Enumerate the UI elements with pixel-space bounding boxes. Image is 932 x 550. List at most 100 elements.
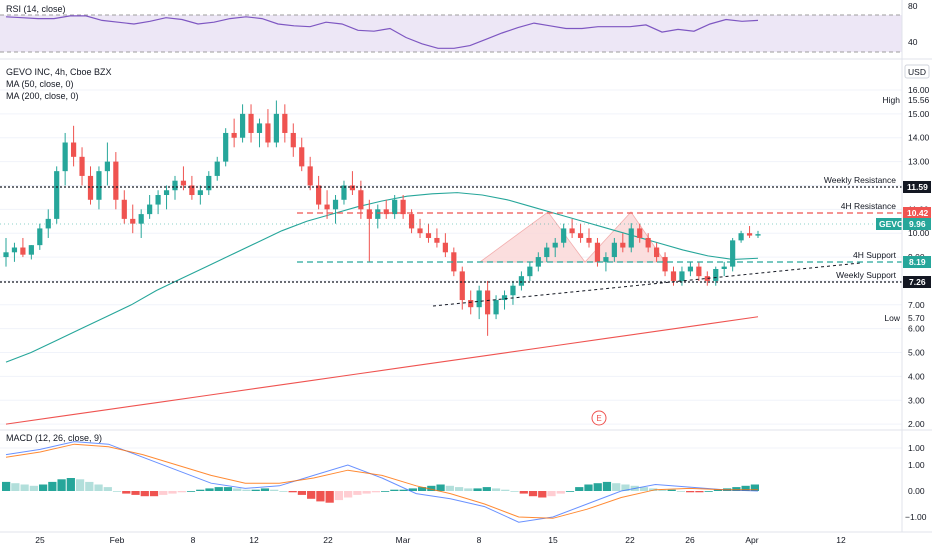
candle-body [138, 214, 144, 224]
macd-bar [639, 487, 649, 491]
macd-bar [732, 487, 741, 491]
weekly-resistance-tag [903, 181, 931, 193]
candle-body [637, 228, 643, 238]
macd-bar [417, 487, 427, 491]
candle-body [62, 142, 68, 172]
candle-body [594, 242, 601, 262]
macd-tick-neg1: −1.00 [905, 512, 927, 522]
candle-body [493, 300, 499, 315]
macd-tick-1: 1.00 [908, 460, 925, 470]
candle-body [730, 240, 736, 267]
4h-resistance-tag [903, 207, 931, 219]
candle-body [392, 199, 398, 215]
macd-bar [658, 489, 667, 491]
candle-body [299, 147, 305, 167]
price-tick: 3.00 [908, 395, 925, 405]
price-tick: 1.00 [908, 443, 925, 453]
macd-bar [547, 491, 556, 497]
macd-bar [297, 491, 307, 495]
macd-bar [454, 487, 464, 491]
time-tick: 26 [685, 535, 695, 545]
candle-body [87, 175, 94, 200]
candle-body [307, 166, 313, 186]
candle-body [628, 228, 634, 248]
candle-body [214, 161, 220, 176]
4h-support-tag [903, 256, 931, 268]
symbol-legend[interactable]: GEVO INC, 4h, Cboe BZX [6, 67, 112, 77]
candle-body [70, 142, 77, 157]
candle-body [611, 242, 617, 258]
candle-body [442, 242, 448, 253]
macd-bar [316, 491, 325, 502]
price-tick: 7.00 [908, 300, 925, 310]
price-tick: 15.00 [908, 109, 930, 119]
head-shoulders-pattern-left [478, 211, 586, 263]
earnings-marker[interactable] [591, 410, 607, 426]
candle-body [231, 132, 237, 138]
candle-body [459, 271, 465, 301]
4h-resistance-value: 10.42 [907, 208, 929, 218]
price-axis: 16.0015.0014.0013.0012.0011.0010.009.008… [908, 85, 930, 453]
macd-bar [390, 489, 399, 491]
ma50-legend[interactable]: MA (50, close, 0) [6, 79, 74, 89]
currency-box[interactable] [904, 64, 930, 79]
time-tick: Feb [110, 535, 125, 545]
candle-body [366, 209, 372, 219]
candle-body [256, 123, 263, 133]
macd-bar [667, 489, 676, 491]
price-tick: 6.00 [908, 324, 925, 334]
price-tick: 5.00 [908, 348, 925, 358]
macd-bar [48, 481, 57, 491]
weekly-support-label: Weekly Support [836, 270, 896, 280]
candle-body [11, 247, 18, 253]
rsi-band [0, 15, 902, 52]
candle-body [155, 195, 161, 205]
macd-bar [473, 488, 482, 491]
candle-body [28, 245, 34, 255]
rsi-tick-80: 80 [908, 1, 918, 11]
candle-body [679, 271, 685, 281]
macd-bar [279, 491, 288, 492]
candle-body [163, 190, 170, 196]
candle-body [290, 132, 296, 148]
macd-bar [205, 488, 214, 491]
candle-body [552, 242, 558, 248]
candle-body [527, 266, 533, 277]
4h-support-value: 8.19 [909, 257, 926, 267]
candle-body [147, 204, 153, 215]
candle-body [248, 113, 254, 133]
macd-bar [159, 491, 168, 495]
macd-bar [112, 491, 122, 492]
macd-bar [713, 489, 723, 491]
macd-bar [593, 483, 602, 491]
macd-bar [214, 487, 223, 491]
candle-body [721, 266, 727, 269]
macd-bar [750, 484, 759, 491]
candle-body [282, 113, 288, 133]
candle-body [417, 228, 423, 234]
price-tick: 4.00 [908, 371, 925, 381]
candle-body [197, 190, 203, 196]
candle-body [476, 290, 482, 308]
price-tick: 14.00 [908, 133, 930, 143]
candle-body [408, 214, 415, 229]
ma200-line [5, 316, 759, 425]
time-tick: 22 [625, 535, 635, 545]
macd-bar [85, 481, 94, 491]
macd-bar [38, 484, 48, 491]
candle-body [670, 271, 677, 281]
macd-bar [233, 488, 242, 491]
candle-body [755, 234, 761, 236]
macd-bar [11, 483, 20, 491]
macd-bar [334, 491, 344, 501]
macd-bar [94, 484, 103, 491]
candle-body [451, 252, 457, 272]
price-grid [0, 89, 902, 449]
macd-bar [177, 491, 186, 493]
macd-bar [57, 479, 66, 491]
macd-bar [510, 491, 519, 492]
weekly-support-value: 7.26 [909, 277, 926, 287]
last-price-tag [903, 218, 931, 230]
ma200-legend[interactable]: MA (200, close, 0) [6, 91, 79, 101]
